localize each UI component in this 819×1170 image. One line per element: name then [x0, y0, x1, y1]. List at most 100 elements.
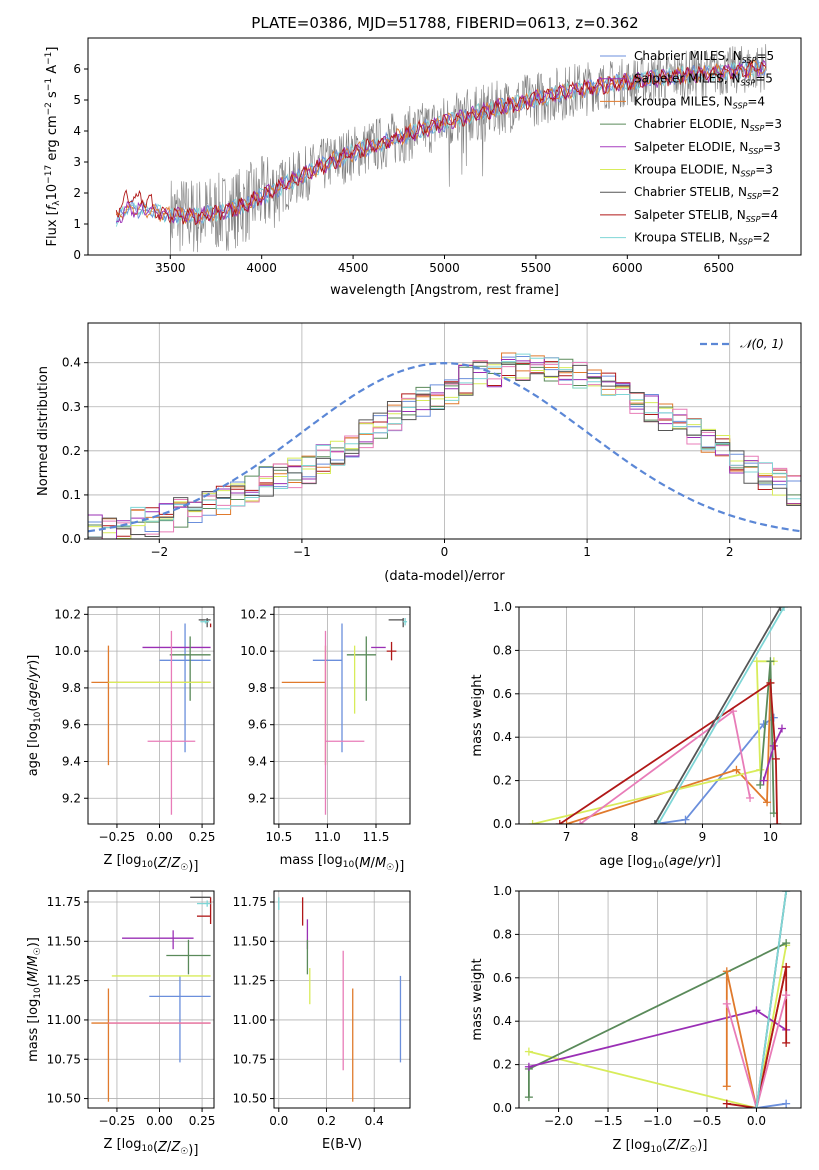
y-tick-label: 0.0 [493, 1101, 512, 1115]
y-tick-label: 9.2 [62, 791, 81, 805]
x-tick-label: 4000 [246, 261, 277, 275]
y-tick-label: 0.4 [493, 1014, 512, 1028]
age-vs-Z-axes: −0.25 0.00 0.25 9.2 9.4 9.6 9.8 10.0 10.2 [54, 607, 215, 844]
histogram-salpeter-stelib [88, 360, 801, 539]
x-tick-label: −2.0 [544, 1114, 573, 1128]
y-tick-label: 5 [73, 93, 81, 107]
age-vs-Z-frame [87, 606, 215, 825]
x-tick-label: −2 [150, 545, 168, 559]
model-salpeter-stelib [115, 60, 767, 226]
y-tick-label: 11.25 [47, 974, 81, 988]
mass-vs-Z-frame [87, 890, 215, 1109]
age-vs-Z-ylabel: age [log10(age/yr)] [26, 655, 43, 777]
legend-label: Kroupa ELODIE, NSSP=3 [634, 163, 773, 179]
y-tick-label: 11.50 [47, 934, 81, 948]
residuals-frame [87, 322, 802, 540]
y-tick-label: 0.2 [62, 444, 81, 458]
y-tick-label: 9.2 [248, 791, 267, 805]
histogram-chabrier-stelib [88, 361, 801, 539]
age-vs-Z-points [91, 618, 212, 815]
y-tick-label: 9.8 [62, 681, 81, 695]
y-tick-label: 9.8 [248, 681, 267, 695]
y-tick-label: 0.8 [493, 927, 512, 941]
weight-line-chabrier-stelib [654, 607, 782, 824]
mass-vs-ebv-points [278, 897, 402, 1102]
x-tick-label: 0.00 [146, 830, 173, 844]
age-vs-mass-xlabel: mass [log10(M/M☉)] [280, 853, 405, 874]
x-tick-label: 10.5 [265, 830, 292, 844]
age-vs-mass-axes: 10.5 11.0 11.5 9.2 9.4 9.6 9.8 10.0 10.2 [240, 607, 410, 844]
x-tick-label: 0.0 [269, 1114, 288, 1128]
weight-line-salpeter-stelib [559, 681, 779, 824]
legend-label: Salpeter MILES, NSSP=5 [634, 72, 773, 88]
x-tick-label: 9 [699, 830, 707, 844]
weight-line-kroupa-stelib [755, 891, 788, 1108]
weight-vs-Z-axes: −2.0 −1.5 −1.0 −0.5 0.0 0.0 0.2 0.4 0.6 0.8 1.0 [493, 884, 801, 1128]
weight-line-salpeter-stelib [726, 966, 788, 1108]
x-tick-label: 0.0 [747, 1114, 766, 1128]
y-tick-label: 10.0 [54, 644, 81, 658]
x-tick-label: 6500 [703, 261, 734, 275]
mass-vs-Z-ylabel: mass [log10(M/M☉)] [26, 937, 43, 1062]
mass-vs-ebv-axes: 0.0 0.2 0.4 10.50 10.75 11.00 11.25 11.50 11.75 [233, 891, 410, 1128]
spectrum-xlabel: wavelength [Angstrom, rest frame] [330, 283, 559, 298]
weight-line-kroupa-miles [566, 682, 772, 824]
y-tick-label: 10.2 [240, 607, 267, 621]
legend-label: Kroupa MILES, NSSP=4 [634, 94, 765, 110]
y-tick-label: 11.00 [233, 1013, 267, 1027]
y-tick-label: 2 [73, 186, 81, 200]
residuals-axes: −2 −1 0 1 2 0.0 0.1 0.2 0.3 0.4 [62, 323, 801, 559]
y-tick-label: 9.6 [248, 718, 267, 732]
mass-vs-ebv-frame [273, 890, 411, 1109]
normal-curve [88, 361, 801, 533]
y-tick-label: 4 [73, 124, 81, 138]
x-tick-label: 5500 [521, 261, 552, 275]
weight-vs-Z-xlabel: Z [log10(Z/Z☉)] [613, 1138, 708, 1155]
y-tick-label: 10.50 [47, 1092, 81, 1106]
y-tick-label: 0.4 [493, 730, 512, 744]
weight-line-chabrier-miles [756, 1102, 787, 1108]
x-tick-label: 5000 [429, 261, 460, 275]
y-tick-label: 9.4 [248, 754, 267, 768]
x-tick-label: 3500 [155, 261, 186, 275]
age-vs-mass-points [281, 618, 408, 815]
x-tick-label: −0.5 [692, 1114, 721, 1128]
age-vs-Z-xlabel: Z [log10(Z/Z☉)] [104, 853, 199, 874]
x-tick-label: −0.25 [99, 830, 136, 844]
weight-vs-Z-lines [524, 891, 791, 1108]
spectrum-ylabel: Flux [fλ10−17 erg cm−2 s−1 A−1] [44, 47, 62, 247]
residual-histograms [88, 352, 801, 539]
x-tick-label: 6000 [612, 261, 643, 275]
mass-vs-Z-axes: −0.25 0.00 0.25 10.50 10.75 11.00 11.25 11.50 11… [47, 891, 216, 1128]
x-tick-label: 10 [763, 830, 778, 844]
figure-title: PLATE=0386, MJD=51788, FIBERID=0613, z=0… [251, 14, 638, 32]
x-tick-label: 0.25 [189, 830, 216, 844]
x-tick-label: 11.5 [363, 830, 390, 844]
y-tick-label: 10.75 [47, 1052, 81, 1066]
y-tick-label: 0.2 [493, 1058, 512, 1072]
spectrum-lines [115, 44, 767, 255]
spectrum-legend: Chabrier MILES, NSSP=5 Salpeter MILES, NS… [600, 49, 782, 247]
legend-label: Chabrier ELODIE, NSSP=3 [634, 117, 782, 133]
weight-vs-age-frame [518, 606, 802, 825]
legend-label: Kroupa STELIB, NSSP=2 [634, 231, 770, 247]
residuals-xlabel: (data-model)/error [384, 569, 505, 584]
x-tick-label: 11.0 [314, 830, 341, 844]
x-tick-label: 0.2 [317, 1114, 336, 1128]
y-tick-label: 1 [73, 217, 81, 231]
histogram-kroupa-stelib [88, 353, 801, 539]
weight-vs-age-lines [528, 607, 789, 824]
x-tick-label: 0.25 [189, 1114, 216, 1128]
y-tick-label: 0.1 [62, 488, 81, 502]
x-tick-label: −1.0 [643, 1114, 672, 1128]
weight-vs-Z-frame [518, 890, 802, 1109]
x-tick-label: −1.5 [593, 1114, 622, 1128]
y-tick-label: 6 [73, 62, 81, 76]
y-tick-label: 3 [73, 155, 81, 169]
y-tick-label: 1.0 [493, 600, 512, 614]
weight-vs-Z-ylabel: mass weight [470, 958, 485, 1040]
legend-label: 𝒩(0, 1) [740, 337, 784, 351]
weight-vs-age-xlabel: age [log10(age/yr)] [599, 854, 721, 871]
legend-label: Chabrier STELIB, NSSP=2 [634, 185, 779, 201]
